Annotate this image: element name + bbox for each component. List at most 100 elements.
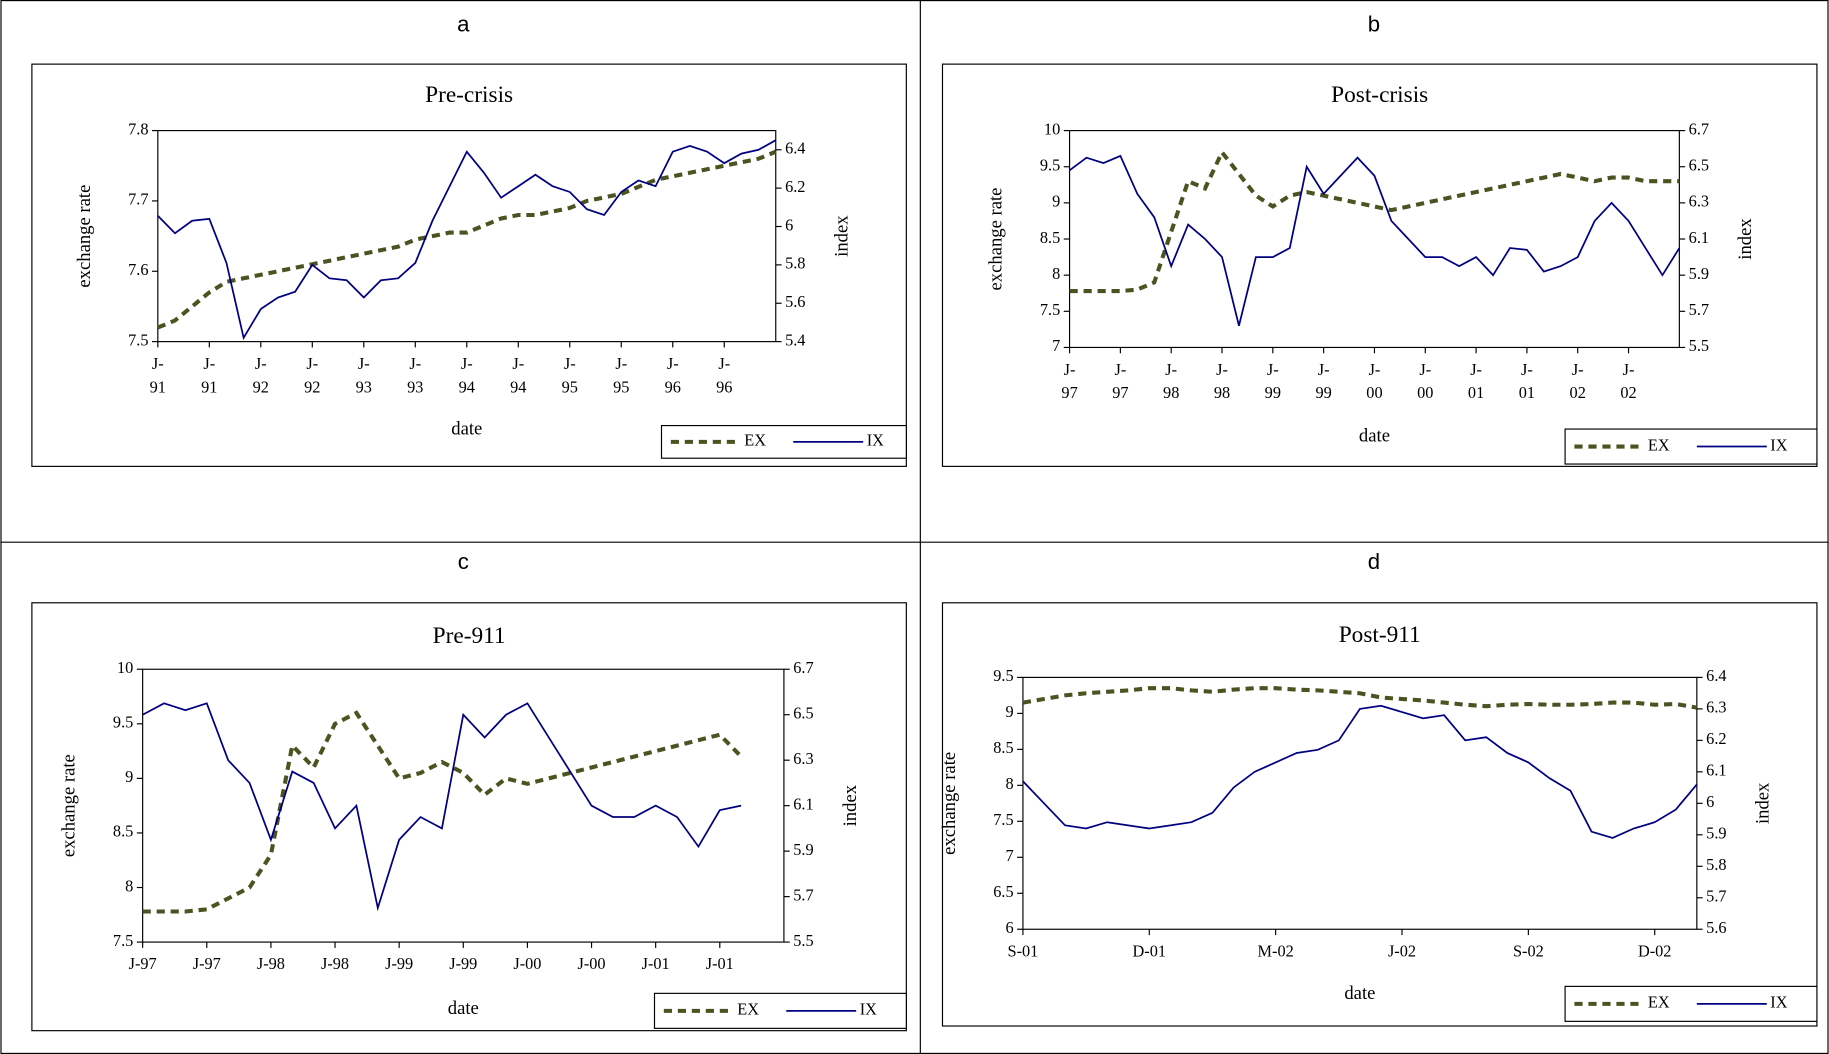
y2-tick-label: 5.9	[1689, 264, 1709, 283]
x-tick-label: J-00	[1417, 360, 1433, 402]
x-tick-label-part: J-	[1267, 360, 1279, 379]
x-tick-label-part: 02	[1620, 383, 1636, 402]
x-tick-label-part: 97	[1112, 383, 1128, 402]
y-tick-label: 8.5	[113, 822, 133, 841]
x-tick-label-part: J-	[564, 354, 576, 373]
y-tick-label: 6.5	[993, 882, 1013, 901]
x-tick-label-part: J-	[718, 354, 730, 373]
x-tick-label-part: J-	[1064, 360, 1076, 379]
legend-label: IX	[867, 431, 884, 450]
y2-tick-label: 5.8	[785, 254, 805, 273]
y-axis-label: exchange rate	[74, 185, 95, 288]
x-tick-label: J-02	[1388, 941, 1416, 960]
y2-tick-label: 5.4	[785, 330, 805, 349]
y-tick-label: 8	[1005, 774, 1013, 793]
x-tick-label-part: J-	[306, 354, 318, 373]
panel-label: b	[1368, 11, 1380, 36]
x-tick-label-part: J-	[667, 354, 679, 373]
y-tick-label: 7.5	[993, 810, 1013, 829]
plot-area	[142, 668, 785, 943]
x-tick-label-part: J-	[1165, 360, 1177, 379]
x-tick-label: J- 02	[1620, 360, 1636, 402]
y2-tick-label: 5.6	[785, 292, 805, 311]
y2-tick-label: 5.9	[1706, 824, 1726, 843]
panel-label: d	[1368, 549, 1380, 574]
y-axis-label: exchange rate	[986, 188, 1007, 291]
x-axis-label: date	[1344, 983, 1375, 1004]
x-tick-label-part: 00	[1366, 383, 1382, 402]
y2-tick-label: 6.1	[793, 794, 813, 813]
x-tick-label: J- 97	[1061, 360, 1077, 402]
y-tick-label: 8	[125, 876, 133, 895]
x-tick-label-part: 97	[1061, 383, 1077, 402]
chart-title: Pre-crisis	[425, 82, 513, 108]
x-tick-label-part: J-	[615, 354, 627, 373]
legend-label: EX	[744, 431, 766, 450]
panel-label: c	[458, 549, 469, 574]
y2-tick-label: 5.5	[793, 931, 813, 950]
y2-axis-label: index	[1753, 782, 1774, 824]
chart-frame	[941, 602, 1818, 1027]
x-axis-label: date	[451, 419, 482, 440]
y-tick-label: 9.5	[1040, 155, 1060, 174]
x-tick-label-part: J-	[255, 354, 267, 373]
y-tick-label: 7.6	[128, 260, 148, 279]
x-tick-label-part: 93	[407, 377, 423, 396]
x-tick-label-part: J-	[1470, 360, 1482, 379]
x-tick-label: J- 01	[1468, 360, 1484, 402]
y2-tick-label: 6.5	[1689, 155, 1709, 174]
chart-title: Post-crisis	[1331, 82, 1428, 108]
x-tick-label: J-00	[1366, 360, 1382, 402]
y2-tick-label: 6.4	[1706, 666, 1726, 685]
x-tick-label: J- 01	[1519, 360, 1535, 402]
y2-tick-label: 6.3	[1706, 698, 1726, 717]
y-tick-label: 7	[1005, 846, 1013, 865]
legend-label: IX	[1770, 993, 1787, 1012]
x-tick-label-part: J-	[1623, 360, 1635, 379]
y2-tick-label: 6	[1706, 792, 1714, 811]
y2-tick-label: 6.4	[785, 139, 805, 158]
x-tick-label: J-00	[577, 954, 605, 973]
x-tick-label: J-99	[449, 954, 477, 973]
y-tick-label: 9.5	[993, 666, 1013, 685]
x-tick-label: S-02	[1513, 941, 1544, 960]
series-line	[1069, 154, 1681, 326]
x-tick-label: J- 92	[253, 354, 269, 396]
y-axis-label: exchange rate	[939, 752, 960, 855]
x-tick-label-part: J-	[512, 354, 524, 373]
x-tick-label-part: J-	[1114, 360, 1126, 379]
x-tick-label-part: 91	[201, 377, 217, 396]
x-tick-label: J-97	[129, 954, 157, 973]
x-tick-label: J-02	[1570, 360, 1586, 402]
x-tick-label: J- 94	[459, 354, 475, 396]
x-tick-label: M-02	[1258, 941, 1294, 960]
y-tick-label: 9.5	[113, 713, 133, 732]
y-tick-label: 8	[1052, 264, 1060, 283]
series-line	[1022, 704, 1698, 839]
series-line	[1069, 148, 1680, 294]
y2-tick-label: 6.7	[1689, 119, 1709, 138]
x-tick-label-part: J-	[358, 354, 370, 373]
chart-frame	[31, 63, 907, 467]
x-tick-label: J- 96	[716, 354, 732, 396]
y2-axis-label: index	[832, 215, 853, 257]
y-tick-label: 9	[1052, 192, 1060, 211]
x-tick-label-part: 98	[1163, 383, 1179, 402]
legend-label: EX	[737, 1000, 759, 1019]
plot-area	[1022, 676, 1698, 930]
x-tick-label: J- 91	[150, 354, 166, 396]
x-tick-label-part: 93	[356, 377, 372, 396]
x-axis-label: date	[448, 998, 479, 1019]
y2-axis-label: index	[1735, 218, 1756, 260]
y2-tick-label: 5.7	[1689, 300, 1709, 319]
y2-tick-label: 6.7	[793, 658, 813, 677]
x-tick-label-part: J-	[1216, 360, 1228, 379]
x-tick-label-part: 99	[1315, 383, 1331, 402]
y-tick-label: 7.5	[128, 330, 148, 349]
x-tick-label-part: J-	[461, 354, 473, 373]
y-tick-label: 9	[125, 767, 133, 786]
chart-title: Post-911	[1339, 622, 1421, 648]
x-tick-label-part: J-	[203, 354, 215, 373]
x-tick-label: J- 95	[613, 354, 629, 396]
